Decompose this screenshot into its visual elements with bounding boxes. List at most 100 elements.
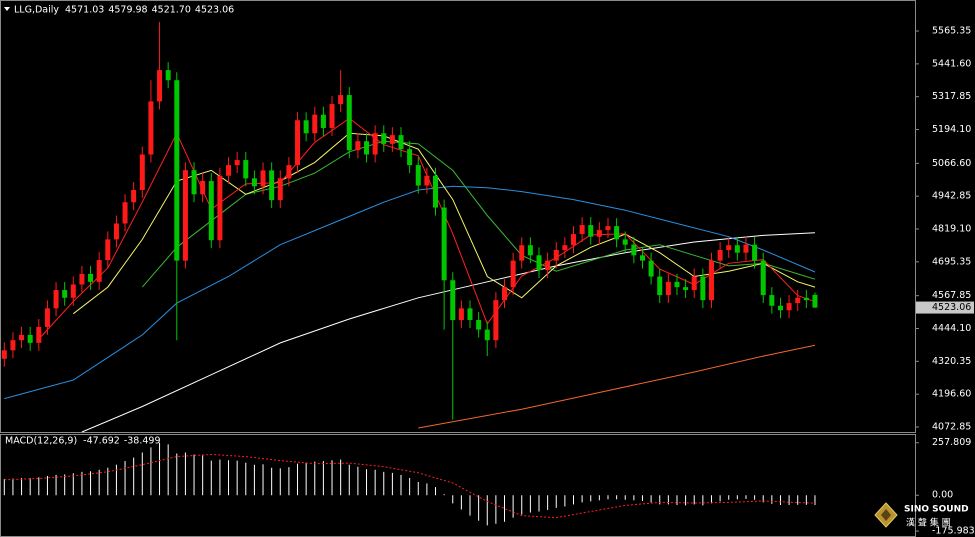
candle-body [639,255,645,261]
candle-body [10,340,16,351]
plot-area [1,22,818,433]
candle-body [1,350,7,359]
candle-body [502,287,508,301]
candle-body [269,170,275,201]
candle-body [467,308,473,321]
candle-body [286,165,292,179]
candle-body [683,287,689,291]
candle-body [726,245,732,250]
y-tick-label: 4567.85 [932,290,971,301]
candle-body [700,276,706,301]
candle-body [407,149,413,166]
candle-body [665,281,671,296]
candle-body [743,244,749,253]
y-tick-label: 5194.10 [932,124,971,135]
candle-body [200,181,206,195]
moving-average-line [141,140,816,288]
candle-body [510,260,516,288]
candle-body [372,133,378,155]
y-tick-label: 257.809 [932,437,971,448]
candle-body [691,276,697,291]
y-tick-label: 5441.60 [932,58,971,69]
candle-body [312,114,318,134]
candle-body [708,260,714,301]
candle-body [364,141,370,155]
candle-body [674,281,680,288]
y-tick-label: 4320.35 [932,356,971,367]
candle-body [165,70,171,81]
candle-body [527,245,533,256]
candle-body [433,175,439,208]
candle-body [157,70,163,102]
candle-body [786,303,792,311]
candle-body [734,245,740,253]
menu-arrow[interactable] [4,7,10,11]
candle-body [769,295,775,306]
candle-body [812,294,818,308]
macd-title: MACD(12,26,9) [5,436,77,447]
candle-body [398,135,404,150]
logo-icon-inner [881,509,891,521]
candle-body [251,178,257,187]
y-tick-label: 5066.60 [932,158,971,169]
candle-body [70,284,76,298]
moving-average-line [72,132,816,315]
y-tick-label: 4695.35 [932,256,971,267]
last-price-box [916,301,974,314]
signal-line [4,453,816,519]
candle-body [752,244,758,261]
info-value: 4579.98 [108,5,147,16]
candle-body [208,181,214,241]
logo-sub: 漢 聲 集 團 [906,517,951,529]
candle-body [260,170,266,187]
candle-body [62,290,68,298]
candle-body [458,308,464,321]
candle-body [536,255,542,271]
candle-body [657,276,663,296]
candle-body [320,114,326,128]
candle-body [217,175,223,241]
candle-body [415,165,421,186]
candle-body [441,207,447,281]
y-tick-label: 0.00 [932,490,953,501]
info-value: 4521.70 [152,5,191,16]
candle-body [277,178,283,201]
y-tick-label: 4942.85 [932,191,971,202]
candle-body [476,320,482,330]
candle-body [139,154,145,191]
candle-body [88,273,94,282]
candle-body [570,234,576,246]
candle-body [329,104,335,128]
candle-body [79,273,85,285]
candle-body [191,170,197,195]
candle-body [648,260,654,277]
logo-name: SINO SOUND [904,505,969,515]
candle-body [381,133,387,144]
info-value: 4523.06 [195,5,234,16]
candle-body [226,165,232,176]
candle-body [44,308,50,327]
y-tick-label: 4196.60 [932,389,971,400]
candle-body [717,250,723,261]
candle-body [519,245,525,261]
info-value: -38.499 [124,436,161,447]
last-price-label: 4523.06 [932,302,971,313]
candle-body [234,160,240,166]
candle-body [579,225,585,235]
price-panel-frame [0,0,916,433]
candle-body [338,95,344,105]
candle-body [588,225,594,237]
candle-body [631,244,637,256]
candle-body [346,95,352,151]
y-tick-label: 5317.85 [932,91,971,102]
y-tick-label: -175.983 [932,526,975,537]
candle-body [27,334,33,343]
candle-body [795,297,801,304]
y-tick-label: 5565.35 [932,26,971,37]
candle-body [53,290,59,309]
candle-body [389,135,395,144]
info-value: 4571.03 [65,5,104,16]
